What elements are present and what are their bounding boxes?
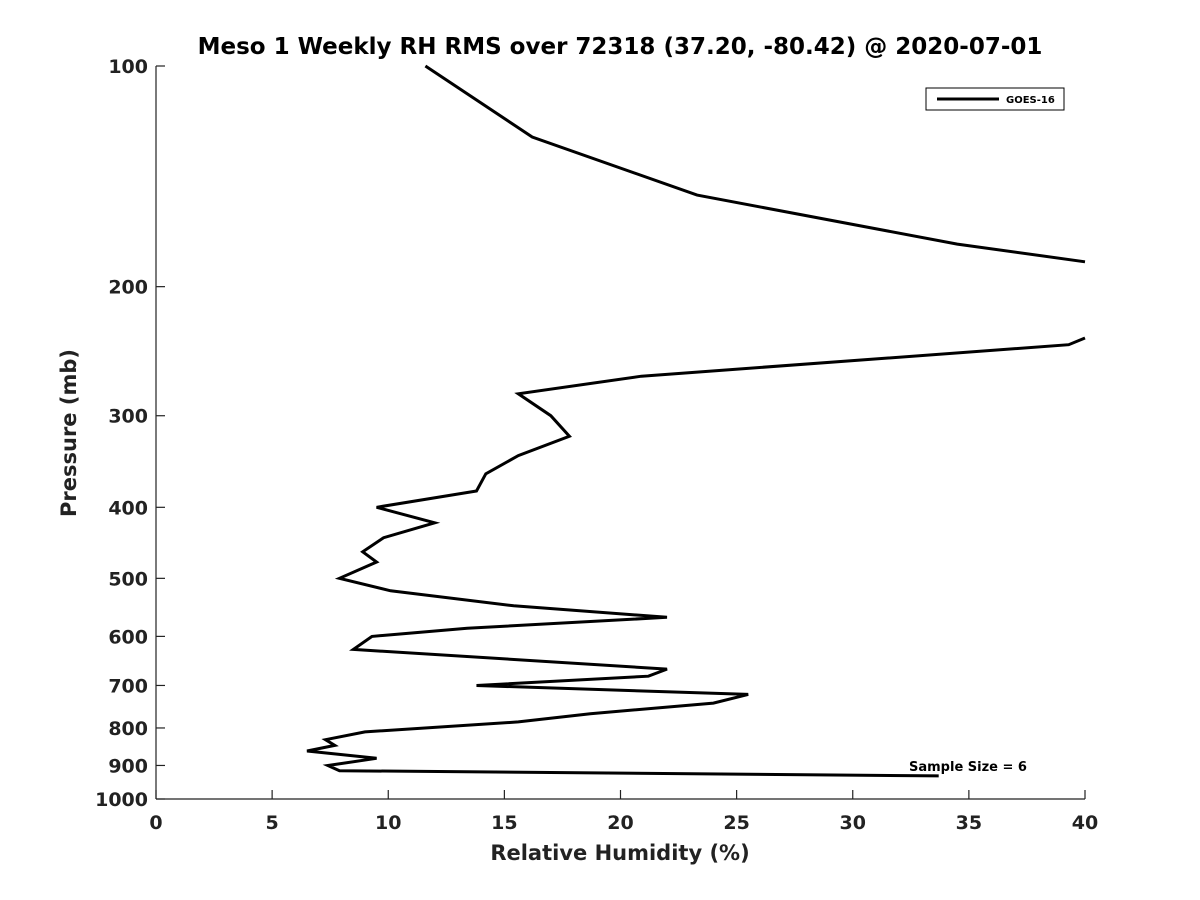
x-tick-label: 20 (607, 812, 633, 834)
series-line-goes-16-segment-1 (424, 64, 1086, 264)
series-line-goes-16-segment-2 (306, 336, 1086, 778)
y-tick-label: 400 (108, 497, 148, 519)
chart-title: Meso 1 Weekly RH RMS over 72318 (37.20, … (198, 34, 1043, 60)
y-tick-label: 500 (108, 568, 148, 590)
y-tick-label: 600 (108, 626, 148, 648)
y-tick-label: 200 (108, 277, 148, 299)
y-axis-label: Pressure (mb) (57, 349, 81, 517)
y-tick-label: 1000 (95, 789, 148, 811)
x-tick-label: 40 (1072, 812, 1098, 834)
legend-label-goes-16: GOES-16 (1006, 95, 1055, 106)
x-tick-label: 5 (266, 812, 279, 834)
legend: GOES-16 (925, 87, 1065, 111)
y-tick-label: 300 (108, 406, 148, 428)
x-axis-label: Relative Humidity (%) (490, 841, 749, 865)
y-axis-ticks: 100 200 300 400 500 600 700 800 900 1000 (95, 56, 165, 811)
x-tick-label: 10 (375, 812, 401, 834)
y-tick-label: 700 (108, 675, 148, 697)
x-tick-label: 30 (840, 812, 866, 834)
series-layer (306, 64, 1086, 778)
x-tick-label: 25 (723, 812, 749, 834)
y-tick-label: 900 (108, 755, 148, 777)
x-tick-label: 35 (956, 812, 982, 834)
x-tick-label: 0 (149, 812, 162, 834)
x-tick-label: 15 (491, 812, 517, 834)
sample-size-annotation: Sample Size = 6 (909, 760, 1027, 775)
y-tick-label: 800 (108, 718, 148, 740)
y-tick-label: 100 (108, 56, 148, 78)
x-axis-ticks: 0 5 10 15 20 25 30 35 40 (149, 790, 1098, 834)
